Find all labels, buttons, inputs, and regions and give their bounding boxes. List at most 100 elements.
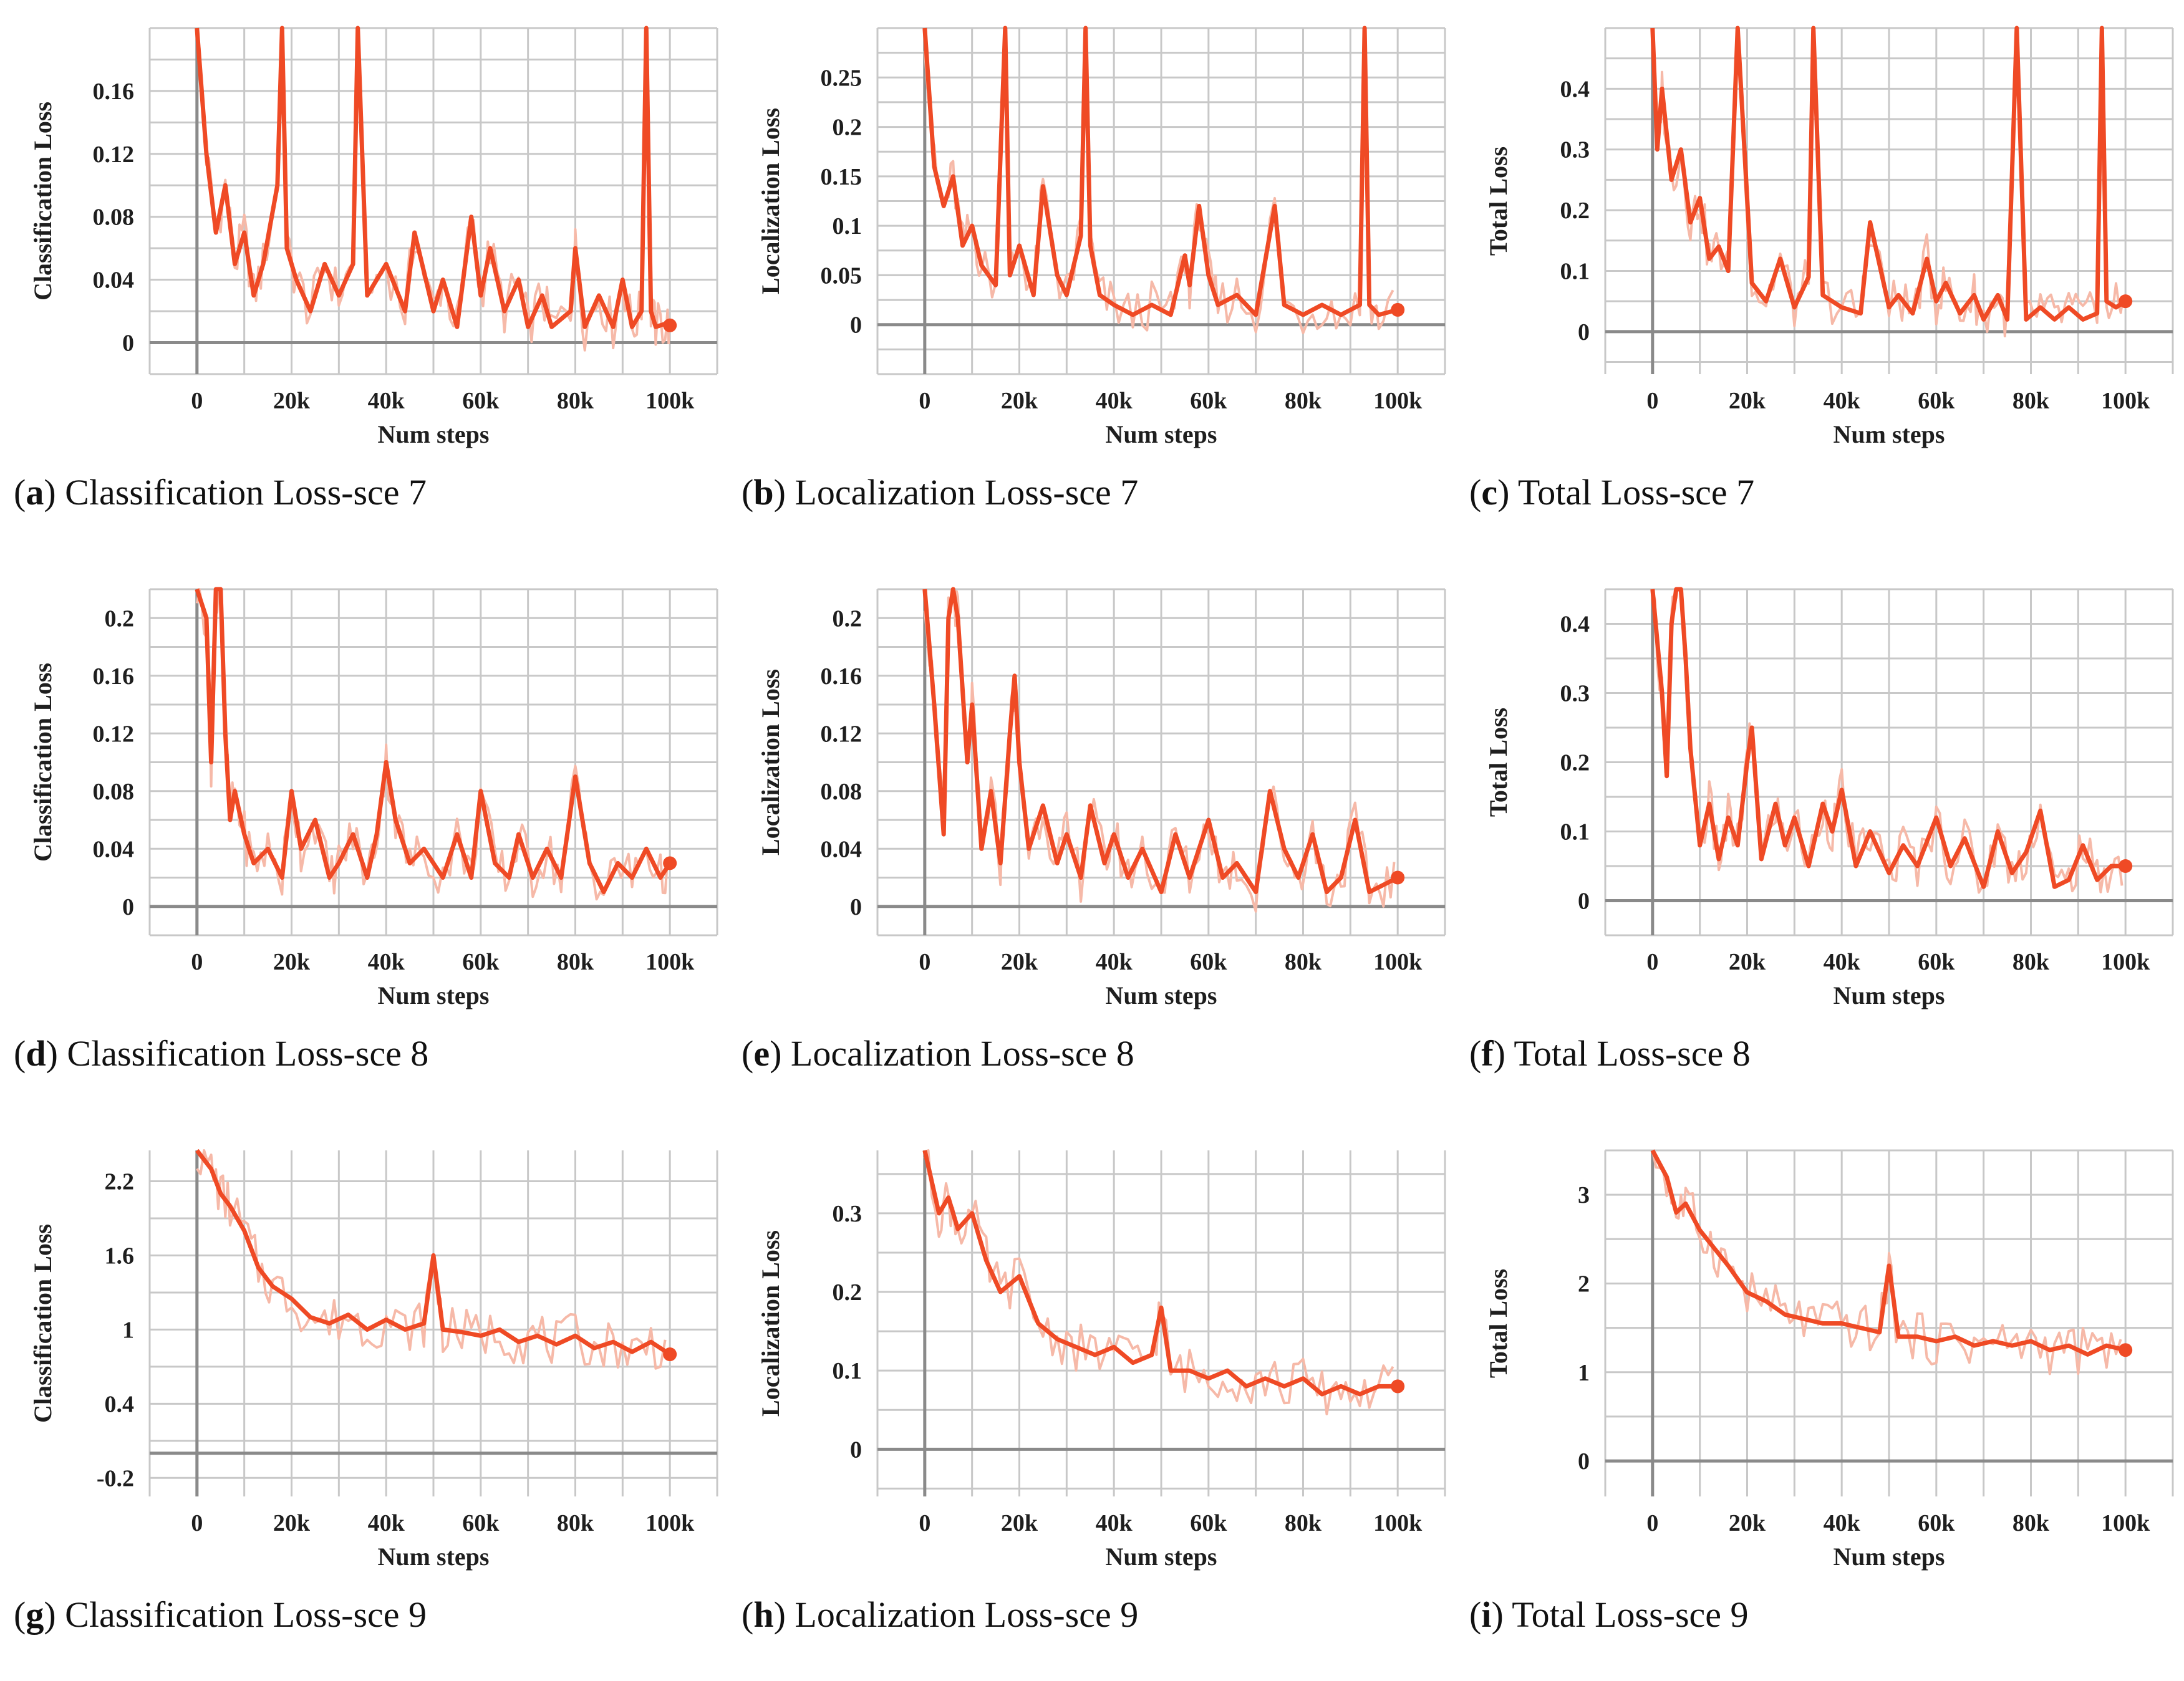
y-tick-label: 0 xyxy=(1578,319,1590,345)
chart-i: 0 20k 40k 60k 80k 100k 0 1 2 3 Num steps Total Loss xyxy=(1484,1149,2174,1571)
panel-letter: f xyxy=(1481,1033,1494,1074)
grid xyxy=(876,1150,1446,1496)
panel-b: 0 20k 40k 60k 80k 100k 0 0.05 0.1 0.15 0.2 0.25 Num … xyxy=(728,12,1456,559)
series-end-marker xyxy=(663,318,677,332)
smoothed-series-line xyxy=(1650,587,2126,889)
x-tick-label: 60k xyxy=(1918,388,1955,414)
smoothed-series-line xyxy=(195,1149,672,1357)
x-tick-label: 0 xyxy=(1646,388,1658,414)
y-tick-label: 0.16 xyxy=(821,663,862,690)
panel-caption-text: Localization Loss-sce 7 xyxy=(785,472,1139,513)
y-axis-title: Localization Loss xyxy=(756,669,785,855)
x-tick-label: 40k xyxy=(1824,388,1861,414)
chart-c: 0 20k 40k 60k 80k 100k 0 0.1 0.2 0.3 0.4 Num steps T… xyxy=(1484,26,2174,448)
grid xyxy=(148,27,718,375)
y-tick-label: 3 xyxy=(1578,1182,1590,1208)
x-tick-label: 0 xyxy=(919,388,930,414)
panel-d: 0 20k 40k 60k 80k 100k 0 0.04 0.08 0.12 0.16 0.2 Num… xyxy=(0,574,728,1120)
grid xyxy=(148,1150,718,1496)
x-tick-label: 0 xyxy=(919,949,930,975)
panel-caption-text: Total Loss-sce 8 xyxy=(1505,1033,1751,1074)
x-tick-label: 100k xyxy=(1373,949,1423,975)
x-tick-label: 20k xyxy=(273,1510,311,1536)
x-tick-label: 0 xyxy=(191,1510,203,1536)
y-tick-label: 0.08 xyxy=(821,779,862,805)
x-tick-label: 40k xyxy=(368,388,405,414)
x-tick-label: 0 xyxy=(919,1510,930,1536)
y-axis-title: Localization Loss xyxy=(756,1230,785,1417)
y-tick-label: 0.1 xyxy=(1560,819,1590,845)
panel-i: 0 20k 40k 60k 80k 100k 0 1 2 3 Num steps Total Loss… xyxy=(1456,1135,2183,1681)
y-tick-label: 0.2 xyxy=(1560,198,1590,224)
panel-c: 0 20k 40k 60k 80k 100k 0 0.1 0.2 0.3 0.4 Num steps T… xyxy=(1456,12,2183,559)
y-tick-label: 2.2 xyxy=(105,1169,135,1195)
y-tick-label: 0.1 xyxy=(833,213,862,239)
y-tick-label: 0.2 xyxy=(833,605,862,632)
y-tick-label: 0.2 xyxy=(1560,750,1590,776)
x-axis-title: Num steps xyxy=(1106,420,1217,448)
figure: 0 20k 40k 60k 80k 100k 0 0.04 0.08 0.12 0.16 Num st… xyxy=(0,12,2183,1635)
chart-h: 0 20k 40k 60k 80k 100k 0 0.1 0.2 0.3 Num steps Loca… xyxy=(756,1149,1446,1571)
y-tick-label: 1 xyxy=(1578,1360,1590,1386)
smoothed-series-line xyxy=(1650,1149,2126,1357)
x-tick-label: 60k xyxy=(1190,388,1227,414)
y-axis-title: Total Loss xyxy=(1484,708,1512,817)
panel-f: 0 20k 40k 60k 80k 100k 0 0.1 0.2 0.3 0.4 Num steps T… xyxy=(1456,574,2183,1120)
y-tick-label: 1 xyxy=(122,1317,134,1343)
y-axis-title: Classification Loss xyxy=(29,663,57,862)
x-axis-title: Num steps xyxy=(1834,420,1945,448)
chart-f: 0 20k 40k 60k 80k 100k 0 0.1 0.2 0.3 0.4 Num steps T… xyxy=(1484,587,2174,1009)
y-tick-label: 0.4 xyxy=(1560,76,1590,102)
series-end-marker xyxy=(1391,870,1405,885)
x-tick-label: 80k xyxy=(1285,388,1322,414)
x-axis-title: Num steps xyxy=(1106,981,1217,1009)
x-tick-label: 20k xyxy=(1001,1510,1038,1536)
panel-caption-text: Total Loss-sce 9 xyxy=(1503,1594,1749,1635)
grid xyxy=(1604,27,2174,374)
smoothed-series-line xyxy=(922,26,1399,317)
x-tick-label: 40k xyxy=(1824,949,1861,975)
chart-d: 0 20k 40k 60k 80k 100k 0 0.04 0.08 0.12 0.16 0.2 Num… xyxy=(29,587,718,1009)
panel-a: 0 20k 40k 60k 80k 100k 0 0.04 0.08 0.12 0.16 Num st… xyxy=(0,12,728,559)
y-tick-label: 0.25 xyxy=(821,65,862,91)
panel-letter: g xyxy=(26,1594,44,1635)
y-tick-label: 0.4 xyxy=(1560,612,1590,638)
series-end-marker xyxy=(663,1347,677,1362)
y-tick-label: 0.2 xyxy=(105,605,135,632)
x-tick-label: 100k xyxy=(2101,388,2150,414)
x-tick-label: 40k xyxy=(1824,1510,1861,1536)
y-tick-label: 0.04 xyxy=(93,267,135,294)
y-tick-label: 0.16 xyxy=(93,79,135,105)
y-tick-label: 0 xyxy=(1578,1448,1590,1475)
series-end-marker xyxy=(2119,1343,2133,1357)
series-end-marker xyxy=(663,856,677,870)
x-axis-title: Num steps xyxy=(1834,981,1945,1009)
x-tick-label: 60k xyxy=(1918,1510,1955,1536)
x-tick-label: 100k xyxy=(645,388,695,414)
y-tick-label: 0.1 xyxy=(833,1358,862,1384)
x-tick-label: 20k xyxy=(1729,388,1766,414)
y-tick-label: 0 xyxy=(850,1437,862,1463)
y-axis-title: Total Loss xyxy=(1484,147,1512,256)
y-tick-label: 0 xyxy=(850,312,862,339)
y-tick-label: 0.4 xyxy=(105,1391,135,1417)
x-tick-label: 80k xyxy=(1285,1510,1322,1536)
x-tick-label: 0 xyxy=(191,949,203,975)
x-tick-label: 60k xyxy=(462,949,500,975)
y-tick-label: 0.15 xyxy=(821,164,862,190)
panel-caption: (h) Localization Loss-sce 9 xyxy=(742,1594,1139,1635)
series-end-marker xyxy=(2119,859,2133,873)
x-tick-label: 20k xyxy=(1001,388,1038,414)
x-tick-label: 0 xyxy=(1646,1510,1658,1536)
panel-letter: b xyxy=(753,472,774,513)
x-tick-label: 40k xyxy=(1096,1510,1133,1536)
y-tick-label: 0.3 xyxy=(833,1201,862,1227)
x-tick-label: 20k xyxy=(273,949,311,975)
y-tick-label: 0.04 xyxy=(821,836,862,862)
panel-letter: e xyxy=(753,1033,770,1074)
panel-caption-text: Classification Loss-sce 8 xyxy=(57,1033,429,1074)
y-axis-title: Localization Loss xyxy=(756,108,785,294)
y-tick-label: 0.12 xyxy=(821,721,862,747)
y-tick-label: 0 xyxy=(1578,889,1590,915)
y-tick-label: 0.12 xyxy=(93,721,135,747)
